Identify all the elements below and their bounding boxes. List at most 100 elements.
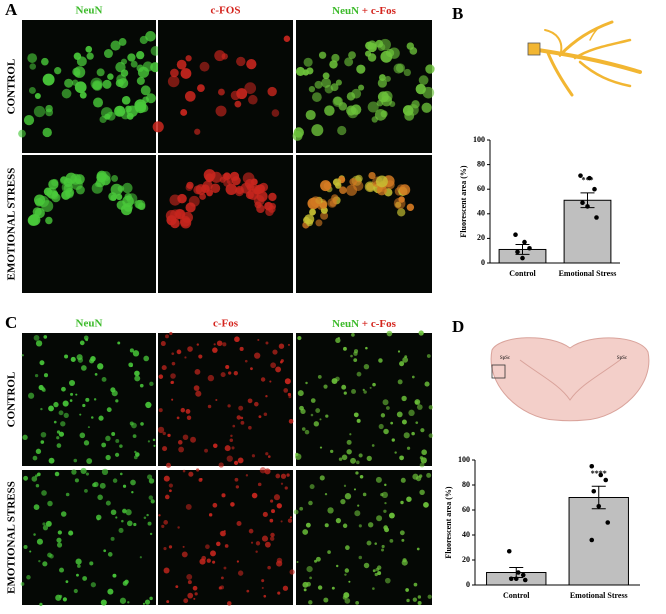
- cell: [368, 171, 376, 180]
- x-tick-label: Control: [509, 269, 536, 278]
- cell: [103, 549, 107, 553]
- cell: [337, 125, 347, 136]
- cell: [65, 492, 70, 497]
- cell: [227, 404, 231, 408]
- cell: [344, 598, 351, 604]
- cell: [411, 375, 415, 379]
- y-tick-label: 100: [473, 135, 485, 144]
- axes: [474, 460, 640, 586]
- cell: [23, 545, 28, 550]
- x-tick-label: Emotional Stress: [559, 269, 617, 278]
- cell: [416, 547, 420, 551]
- cell: [121, 519, 124, 523]
- cell: [186, 573, 193, 580]
- cell: [74, 478, 79, 483]
- cell: [180, 108, 188, 116]
- cell: [376, 185, 387, 196]
- cell: [105, 454, 111, 461]
- cell: [169, 489, 172, 493]
- cell: [157, 426, 165, 434]
- cell: [115, 399, 119, 403]
- cell: [142, 61, 154, 72]
- cell: [115, 516, 118, 519]
- cell: [70, 392, 74, 396]
- cell: [36, 538, 43, 545]
- cell: [100, 171, 111, 182]
- cell: [351, 333, 355, 337]
- cell: [366, 540, 372, 546]
- y-tick-label: 40: [477, 209, 485, 218]
- cell: [267, 86, 277, 97]
- cell: [426, 354, 431, 358]
- cell: [309, 208, 316, 216]
- cell: [401, 419, 407, 425]
- cell: [400, 477, 406, 483]
- data-point: [578, 173, 583, 178]
- cell: [114, 452, 120, 457]
- cell: [96, 68, 105, 77]
- cell: [358, 84, 365, 91]
- cell: [215, 398, 218, 402]
- cell: [349, 177, 358, 186]
- cell: [342, 523, 348, 528]
- cell: [167, 433, 171, 438]
- cell: [338, 102, 348, 111]
- cell: [223, 566, 227, 570]
- cell: [409, 47, 418, 55]
- cell: [411, 431, 415, 436]
- cell: [45, 216, 53, 225]
- cell: [162, 446, 168, 452]
- cell: [166, 600, 170, 604]
- cell: [220, 576, 224, 580]
- cell: [379, 38, 391, 51]
- cell: [344, 57, 354, 67]
- cell: [160, 341, 166, 347]
- cell: [265, 452, 269, 456]
- cell: [42, 525, 49, 531]
- cell: [355, 601, 360, 605]
- data-point: [591, 488, 597, 494]
- column-header: c-FOS: [211, 5, 241, 17]
- cell: [356, 371, 362, 377]
- cell: [255, 541, 261, 546]
- cell: [376, 515, 383, 522]
- cell: [139, 383, 144, 388]
- cell: [242, 172, 255, 185]
- cell: [214, 50, 226, 62]
- cell: [350, 354, 353, 358]
- cell: [239, 346, 244, 352]
- cell: [64, 78, 74, 88]
- cell: [356, 418, 361, 423]
- cell: [22, 434, 28, 441]
- cell: [64, 354, 69, 359]
- cell: [335, 564, 339, 568]
- cell: [212, 560, 216, 564]
- cell: [176, 59, 187, 70]
- cell: [377, 571, 382, 576]
- cell: [297, 336, 302, 341]
- cell: [126, 112, 134, 120]
- cell: [333, 178, 342, 187]
- cell: [180, 407, 186, 413]
- cell: [54, 67, 62, 75]
- cell: [397, 379, 403, 385]
- cell: [343, 592, 350, 599]
- cell: [29, 63, 37, 70]
- cell: [301, 427, 306, 431]
- cell: [351, 389, 356, 394]
- cell: [87, 426, 90, 429]
- cell: [269, 518, 274, 523]
- cell: [303, 57, 313, 67]
- cell: [385, 180, 395, 190]
- cell: [344, 568, 350, 573]
- cell: [327, 198, 338, 208]
- cell: [48, 179, 59, 190]
- cell: [222, 342, 227, 347]
- cell: [182, 434, 189, 441]
- cell: [143, 516, 147, 519]
- cell: [206, 189, 213, 197]
- cell: [310, 398, 316, 403]
- cell: [171, 352, 175, 355]
- cell: [32, 455, 38, 461]
- y-tick-label: 60: [477, 184, 485, 193]
